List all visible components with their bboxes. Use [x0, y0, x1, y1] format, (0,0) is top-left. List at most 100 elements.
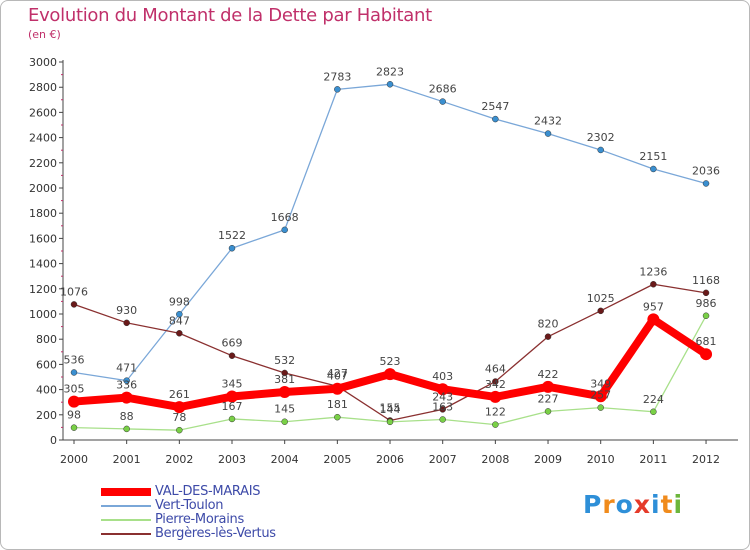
- data-point: [281, 226, 288, 234]
- data-point: [228, 352, 236, 359]
- y-tick-label: 0: [50, 434, 57, 447]
- logo-letter: o: [615, 490, 634, 519]
- logo-letter: P: [583, 490, 603, 519]
- data-point: [544, 130, 552, 137]
- data-label: 122: [485, 406, 506, 419]
- chart-legend: VAL-DES-MARAIS Vert-Toulon Pierre-Morains B…: [101, 484, 361, 541]
- data-label: 847: [169, 314, 190, 327]
- data-point: [597, 307, 604, 315]
- data-label: 422: [538, 368, 559, 381]
- y-tick-label: 2400: [29, 132, 57, 145]
- data-point: [173, 401, 186, 414]
- x-tick-label: 2006: [376, 453, 404, 466]
- x-tick-label: 2011: [639, 453, 667, 466]
- data-point: [597, 404, 604, 411]
- data-point: [647, 313, 660, 326]
- data-label: 1236: [639, 265, 667, 278]
- data-point: [650, 165, 657, 173]
- data-label: 167: [222, 400, 243, 413]
- data-point: [228, 415, 236, 423]
- data-label: 1025: [587, 292, 615, 305]
- data-point: [281, 418, 288, 425]
- y-tick-label: 2000: [29, 182, 57, 195]
- x-tick-label: 2007: [429, 453, 457, 466]
- data-point: [70, 301, 78, 308]
- data-point: [597, 146, 604, 154]
- legend-swatch: [101, 533, 151, 535]
- data-point: [492, 378, 499, 385]
- data-point: [439, 98, 446, 105]
- x-tick-label: 2008: [481, 453, 509, 466]
- data-label: 2783: [323, 70, 351, 83]
- data-label: 78: [172, 411, 186, 424]
- data-point: [334, 86, 341, 93]
- data-label: 2432: [534, 115, 562, 128]
- legend-label: Vert-Toulon: [155, 498, 224, 513]
- data-point: [176, 311, 183, 318]
- legend-item: Bergères-lès-Vertus: [101, 526, 361, 541]
- data-label: 998: [169, 295, 190, 308]
- chart-title: Evolution du Montant de la Dette par Hab…: [28, 5, 432, 26]
- data-label: 523: [380, 355, 401, 368]
- data-label: 88: [120, 410, 134, 423]
- y-tick-label: 2600: [29, 106, 57, 119]
- y-tick-label: 1800: [29, 207, 57, 220]
- x-tick-label: 2010: [587, 453, 615, 466]
- data-label: 144: [380, 403, 401, 416]
- data-label: 2302: [587, 131, 615, 144]
- data-point: [492, 115, 499, 123]
- y-tick-label: 600: [36, 358, 57, 371]
- legend-swatch: [101, 488, 151, 496]
- data-label: 471: [116, 362, 137, 375]
- legend-item: VAL-DES-MARAIS: [101, 484, 361, 499]
- data-label: 427: [327, 367, 348, 380]
- series-line: [73, 83, 707, 382]
- data-label: 2823: [376, 65, 404, 78]
- data-label: 381: [274, 373, 295, 386]
- y-tick-label: 200: [36, 409, 57, 422]
- data-point: [386, 81, 394, 88]
- y-tick-label: 3000: [29, 56, 57, 69]
- data-label: 930: [116, 304, 137, 317]
- x-tick-label: 2005: [323, 453, 351, 466]
- legend-label: Pierre-Morains: [155, 512, 244, 527]
- data-label: 669: [222, 337, 243, 350]
- data-point: [594, 390, 607, 403]
- data-label: 98: [67, 409, 81, 422]
- legend-item: Vert-Toulon: [101, 498, 361, 513]
- data-label: 336: [116, 379, 137, 392]
- data-label: 957: [643, 300, 664, 313]
- data-point: [120, 391, 133, 404]
- data-label: 986: [696, 297, 717, 310]
- data-point: [489, 390, 502, 403]
- x-tick-label: 2009: [534, 453, 562, 466]
- data-point: [702, 289, 710, 297]
- logo-letter: t: [660, 490, 674, 519]
- data-point: [384, 368, 397, 381]
- data-point: [544, 408, 552, 415]
- data-point: [702, 312, 710, 320]
- data-label: 2151: [639, 150, 667, 163]
- data-label: 227: [538, 392, 559, 405]
- data-point: [123, 377, 130, 384]
- data-point: [70, 369, 78, 376]
- chart-subtitle: (en €): [28, 28, 61, 41]
- data-point: [334, 413, 341, 421]
- data-point: [439, 416, 446, 423]
- data-point: [228, 244, 236, 252]
- data-point: [492, 421, 499, 428]
- logo-letter: i: [673, 490, 684, 519]
- data-point: [650, 281, 657, 288]
- data-label: 305: [64, 383, 85, 396]
- legend-item: Pierre-Morains: [101, 512, 361, 527]
- data-label: 243: [432, 390, 453, 403]
- data-label: 224: [643, 393, 664, 406]
- y-tick-label: 2200: [29, 157, 57, 170]
- x-tick-label: 2000: [60, 453, 88, 466]
- data-point: [650, 408, 657, 416]
- y-tick-label: 800: [36, 333, 57, 346]
- y-tick-label: 2800: [29, 81, 57, 94]
- data-point: [700, 348, 713, 361]
- legend-swatch: [101, 505, 151, 507]
